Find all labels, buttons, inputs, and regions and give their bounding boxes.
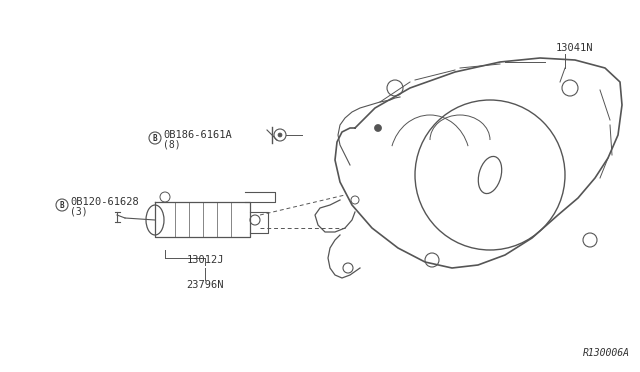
- Text: 23796N: 23796N: [186, 280, 224, 290]
- Circle shape: [374, 125, 381, 131]
- Text: R130006A: R130006A: [583, 348, 630, 358]
- Text: 13012J: 13012J: [186, 255, 224, 265]
- Text: (3): (3): [70, 206, 88, 216]
- Circle shape: [278, 133, 282, 137]
- Text: 0B186-6161A: 0B186-6161A: [163, 130, 232, 140]
- Text: B: B: [60, 201, 64, 210]
- Text: 0B120-61628: 0B120-61628: [70, 197, 139, 207]
- Text: (8): (8): [163, 139, 180, 149]
- Text: B: B: [153, 134, 157, 143]
- Text: 13041N: 13041N: [556, 43, 593, 53]
